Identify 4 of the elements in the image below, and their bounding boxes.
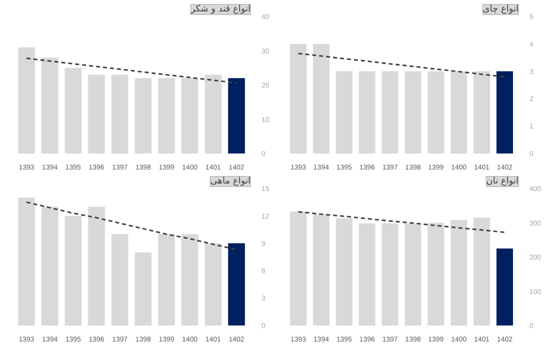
chart-title: انواع چای <box>482 4 519 14</box>
chart-title: انواع نان <box>486 176 519 186</box>
chart-title: انواع ماهی <box>210 176 251 186</box>
chart-title: انواع قند و شکر <box>190 4 251 14</box>
